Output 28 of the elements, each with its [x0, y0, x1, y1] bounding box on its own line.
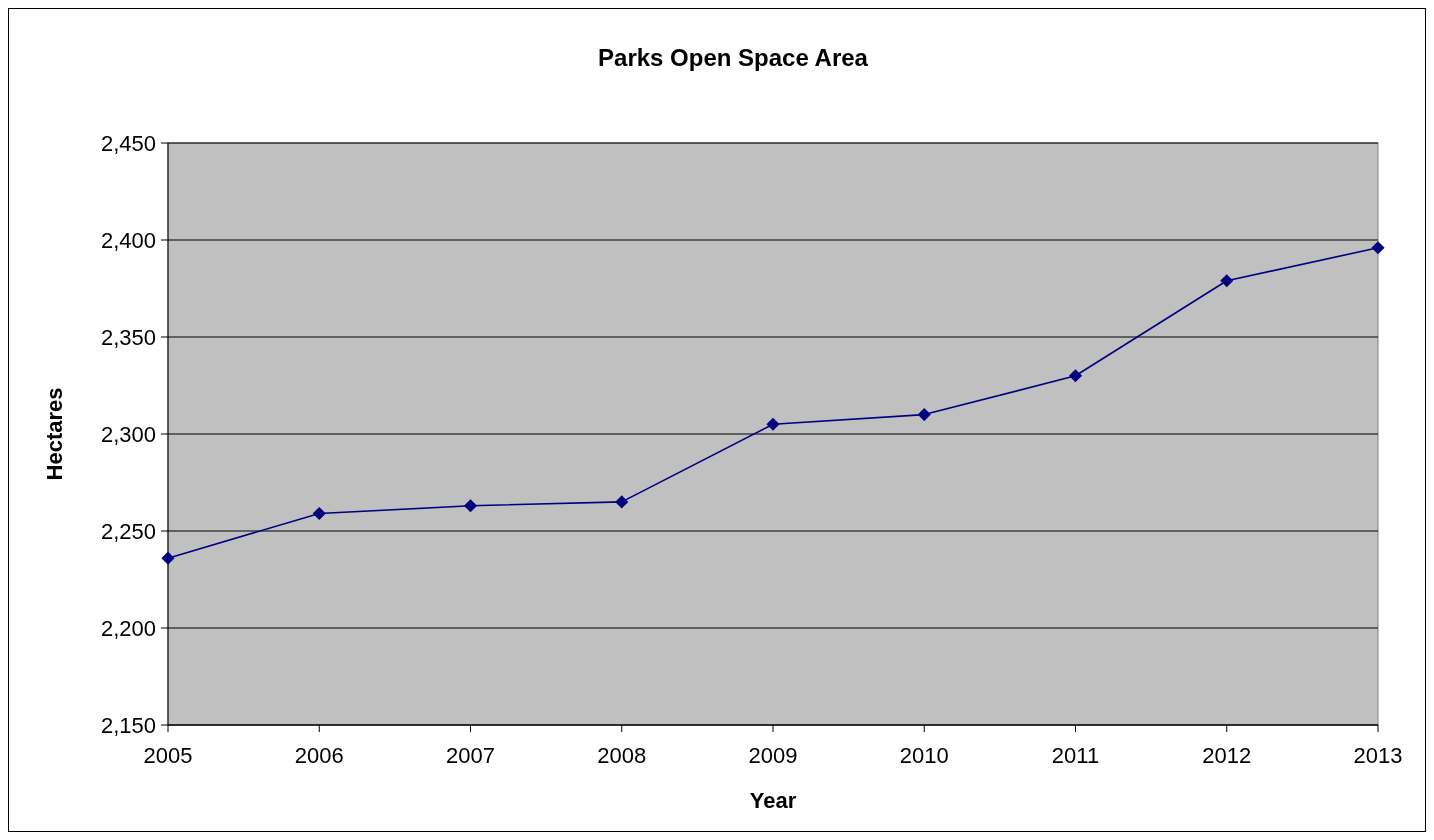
x-tick-label: 2006 — [294, 743, 344, 768]
point — [312, 506, 326, 521]
y-tick-label: 2,150 — [100, 712, 156, 738]
point — [161, 551, 175, 565]
x-tick-label: 2007 — [446, 743, 495, 768]
x-tick-label: 2011 — [1051, 743, 1100, 768]
y-tick-label: 2,250 — [100, 518, 156, 544]
x-tick-label: 2012 — [1202, 743, 1252, 768]
x-tick-label: 2009 — [748, 743, 798, 768]
point — [463, 499, 478, 513]
y-axis-title: Hectares — [42, 387, 67, 481]
y-tick-label: 2,400 — [100, 227, 156, 253]
point — [1068, 369, 1083, 383]
x-tick-label: 2008 — [597, 743, 647, 768]
x-tick-label: 2013 — [1353, 743, 1403, 768]
point — [917, 408, 931, 422]
point — [1371, 241, 1385, 255]
y-tick-label: 2,450 — [100, 130, 156, 156]
x-tick-label: 2005 — [143, 743, 193, 768]
point — [615, 495, 629, 509]
x-axis-title: Year — [749, 788, 797, 813]
y-tick-label: 2,200 — [100, 615, 156, 641]
x-tick-label: 2010 — [899, 743, 949, 768]
chart-title: Parks Open Space Area — [598, 44, 869, 71]
point — [1220, 274, 1234, 288]
point — [766, 417, 780, 431]
y-tick-label: 2,300 — [100, 421, 156, 447]
y-tick-label: 2,350 — [100, 324, 156, 350]
